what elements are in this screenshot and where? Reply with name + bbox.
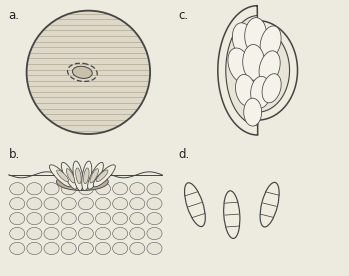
Ellipse shape xyxy=(113,242,128,254)
Ellipse shape xyxy=(57,173,108,190)
Polygon shape xyxy=(27,11,150,134)
Polygon shape xyxy=(218,6,297,135)
Ellipse shape xyxy=(66,169,75,183)
Ellipse shape xyxy=(44,242,59,254)
Ellipse shape xyxy=(73,161,83,190)
Ellipse shape xyxy=(82,161,92,190)
Ellipse shape xyxy=(113,213,128,225)
Ellipse shape xyxy=(130,242,145,254)
Ellipse shape xyxy=(260,182,279,227)
Ellipse shape xyxy=(44,183,59,195)
Ellipse shape xyxy=(96,183,111,195)
Ellipse shape xyxy=(93,165,115,187)
Ellipse shape xyxy=(10,242,25,254)
Ellipse shape xyxy=(96,242,111,254)
Ellipse shape xyxy=(73,66,92,78)
Ellipse shape xyxy=(61,213,76,225)
Ellipse shape xyxy=(78,198,94,210)
Ellipse shape xyxy=(57,170,68,182)
Ellipse shape xyxy=(113,227,128,240)
Ellipse shape xyxy=(78,213,94,225)
Ellipse shape xyxy=(113,183,128,195)
Text: a.: a. xyxy=(9,9,20,22)
Ellipse shape xyxy=(44,198,59,210)
Ellipse shape xyxy=(130,213,145,225)
Ellipse shape xyxy=(27,198,42,210)
Ellipse shape xyxy=(61,198,76,210)
Text: d.: d. xyxy=(178,148,189,161)
Ellipse shape xyxy=(10,213,25,225)
Ellipse shape xyxy=(130,183,145,195)
Ellipse shape xyxy=(78,242,94,254)
Ellipse shape xyxy=(243,44,265,80)
Ellipse shape xyxy=(251,76,271,108)
Ellipse shape xyxy=(78,227,94,240)
Ellipse shape xyxy=(96,198,111,210)
Ellipse shape xyxy=(27,227,42,240)
Ellipse shape xyxy=(50,165,72,187)
Ellipse shape xyxy=(260,26,281,59)
Ellipse shape xyxy=(10,198,25,210)
Ellipse shape xyxy=(10,183,25,195)
Ellipse shape xyxy=(147,198,162,210)
Ellipse shape xyxy=(88,162,103,189)
Ellipse shape xyxy=(61,183,76,195)
Ellipse shape xyxy=(27,183,42,195)
Ellipse shape xyxy=(262,74,281,103)
Ellipse shape xyxy=(44,213,59,225)
Ellipse shape xyxy=(90,169,98,183)
Ellipse shape xyxy=(259,51,280,84)
Ellipse shape xyxy=(147,227,162,240)
Ellipse shape xyxy=(185,183,205,227)
Text: c.: c. xyxy=(178,9,188,22)
Ellipse shape xyxy=(147,183,162,195)
Ellipse shape xyxy=(96,170,108,182)
Ellipse shape xyxy=(83,168,89,184)
Ellipse shape xyxy=(44,227,59,240)
Ellipse shape xyxy=(130,198,145,210)
Ellipse shape xyxy=(147,213,162,225)
Ellipse shape xyxy=(61,227,76,240)
Ellipse shape xyxy=(130,227,145,240)
Ellipse shape xyxy=(61,162,77,189)
Text: b.: b. xyxy=(9,148,20,161)
Ellipse shape xyxy=(113,198,128,210)
Ellipse shape xyxy=(228,48,252,83)
Ellipse shape xyxy=(244,98,262,126)
Ellipse shape xyxy=(61,242,76,254)
Ellipse shape xyxy=(96,227,111,240)
Ellipse shape xyxy=(147,242,162,254)
Ellipse shape xyxy=(78,183,94,195)
Ellipse shape xyxy=(10,227,25,240)
Ellipse shape xyxy=(76,168,81,184)
Ellipse shape xyxy=(232,23,255,58)
Ellipse shape xyxy=(27,242,42,254)
Ellipse shape xyxy=(236,75,256,106)
Ellipse shape xyxy=(96,213,111,225)
Ellipse shape xyxy=(245,18,267,54)
Ellipse shape xyxy=(27,213,42,225)
Ellipse shape xyxy=(224,191,240,238)
Polygon shape xyxy=(226,16,290,125)
